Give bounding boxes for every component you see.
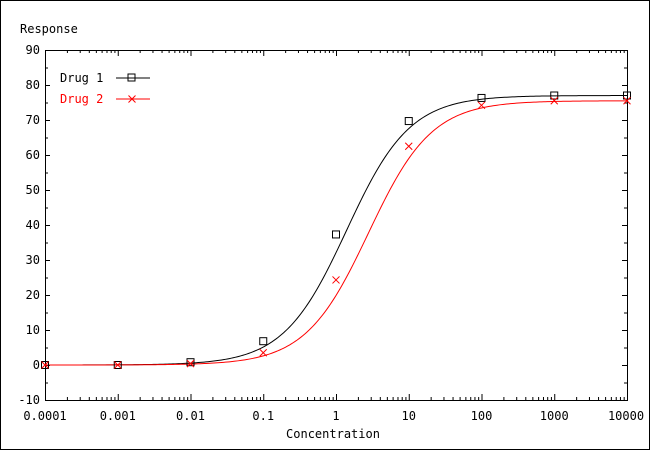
point-drug-2 xyxy=(113,361,122,369)
y-tick-label: 40 xyxy=(26,218,40,232)
point-drug-1 xyxy=(623,91,631,100)
point-drug-1 xyxy=(550,91,559,100)
y-tick-label: 20 xyxy=(26,288,40,302)
point-drug-2 xyxy=(623,96,631,105)
x-tick-label: 10000 xyxy=(608,409,644,423)
plot-border xyxy=(45,50,628,401)
y-tick-label: -10 xyxy=(18,393,40,407)
point-drug-1 xyxy=(477,93,486,102)
legend-marker-drug-2 xyxy=(128,95,136,103)
y-tick-label: 80 xyxy=(26,78,40,92)
x-tick-label: 0.1 xyxy=(252,409,274,423)
y-tick-labels: -10 0 10 20 30 40 50 60 70 80 90 xyxy=(18,43,40,407)
curve-drug-1 xyxy=(45,95,627,366)
legend-marker-drug-1 xyxy=(127,73,136,82)
point-drug-1 xyxy=(186,358,195,367)
y-tick-label: 70 xyxy=(26,113,40,127)
x-tick-label: 0.001 xyxy=(100,409,136,423)
point-drug-1 xyxy=(404,117,413,126)
legend-item-drug-1: Drug 1 xyxy=(60,71,150,85)
x-tick-label: 0.01 xyxy=(176,409,205,423)
y-tick-label: 90 xyxy=(26,43,40,57)
point-drug-2 xyxy=(41,361,49,369)
point-drug-2 xyxy=(477,101,486,110)
y-tick-label: 60 xyxy=(26,148,40,162)
point-drug-1 xyxy=(41,361,49,369)
point-drug-1 xyxy=(332,230,340,239)
x-tick-label: 1 xyxy=(332,409,339,423)
curve-drug-2 xyxy=(45,100,628,366)
point-drug-2 xyxy=(550,96,559,105)
point-drug-2 xyxy=(186,359,195,368)
x-tick-label: 100 xyxy=(471,409,493,423)
x-axis-title: Concentration xyxy=(286,427,380,441)
point-drug-2 xyxy=(332,276,340,284)
legend-label-drug-2: Drug 2 xyxy=(60,92,103,106)
axis-ticks xyxy=(45,50,628,401)
legend-item-drug-2: Drug 2 xyxy=(60,92,150,106)
legend-label-drug-1: Drug 1 xyxy=(60,71,103,85)
y-tick-label: 30 xyxy=(26,253,40,267)
x-tick-label: 0.0001 xyxy=(23,409,66,423)
legend: Drug 1 Drug 2 xyxy=(60,71,150,106)
x-tick-label: 1000 xyxy=(540,409,569,423)
point-drug-2 xyxy=(404,142,413,151)
point-drug-2 xyxy=(259,348,268,357)
y-tick-label: 10 xyxy=(26,323,40,337)
fitted-curves xyxy=(45,95,628,366)
y-axis-title: Response xyxy=(20,22,78,36)
y-tick-label: 0 xyxy=(33,358,40,372)
x-tick-labels: 0.0001 0.001 0.01 0.1 1 10 100 1000 10000 xyxy=(23,409,644,423)
data-markers xyxy=(41,91,631,369)
y-tick-label: 50 xyxy=(26,183,40,197)
point-drug-1 xyxy=(113,361,122,369)
plot-area xyxy=(45,50,628,401)
point-drug-1 xyxy=(259,337,268,346)
x-tick-label: 10 xyxy=(402,409,416,423)
